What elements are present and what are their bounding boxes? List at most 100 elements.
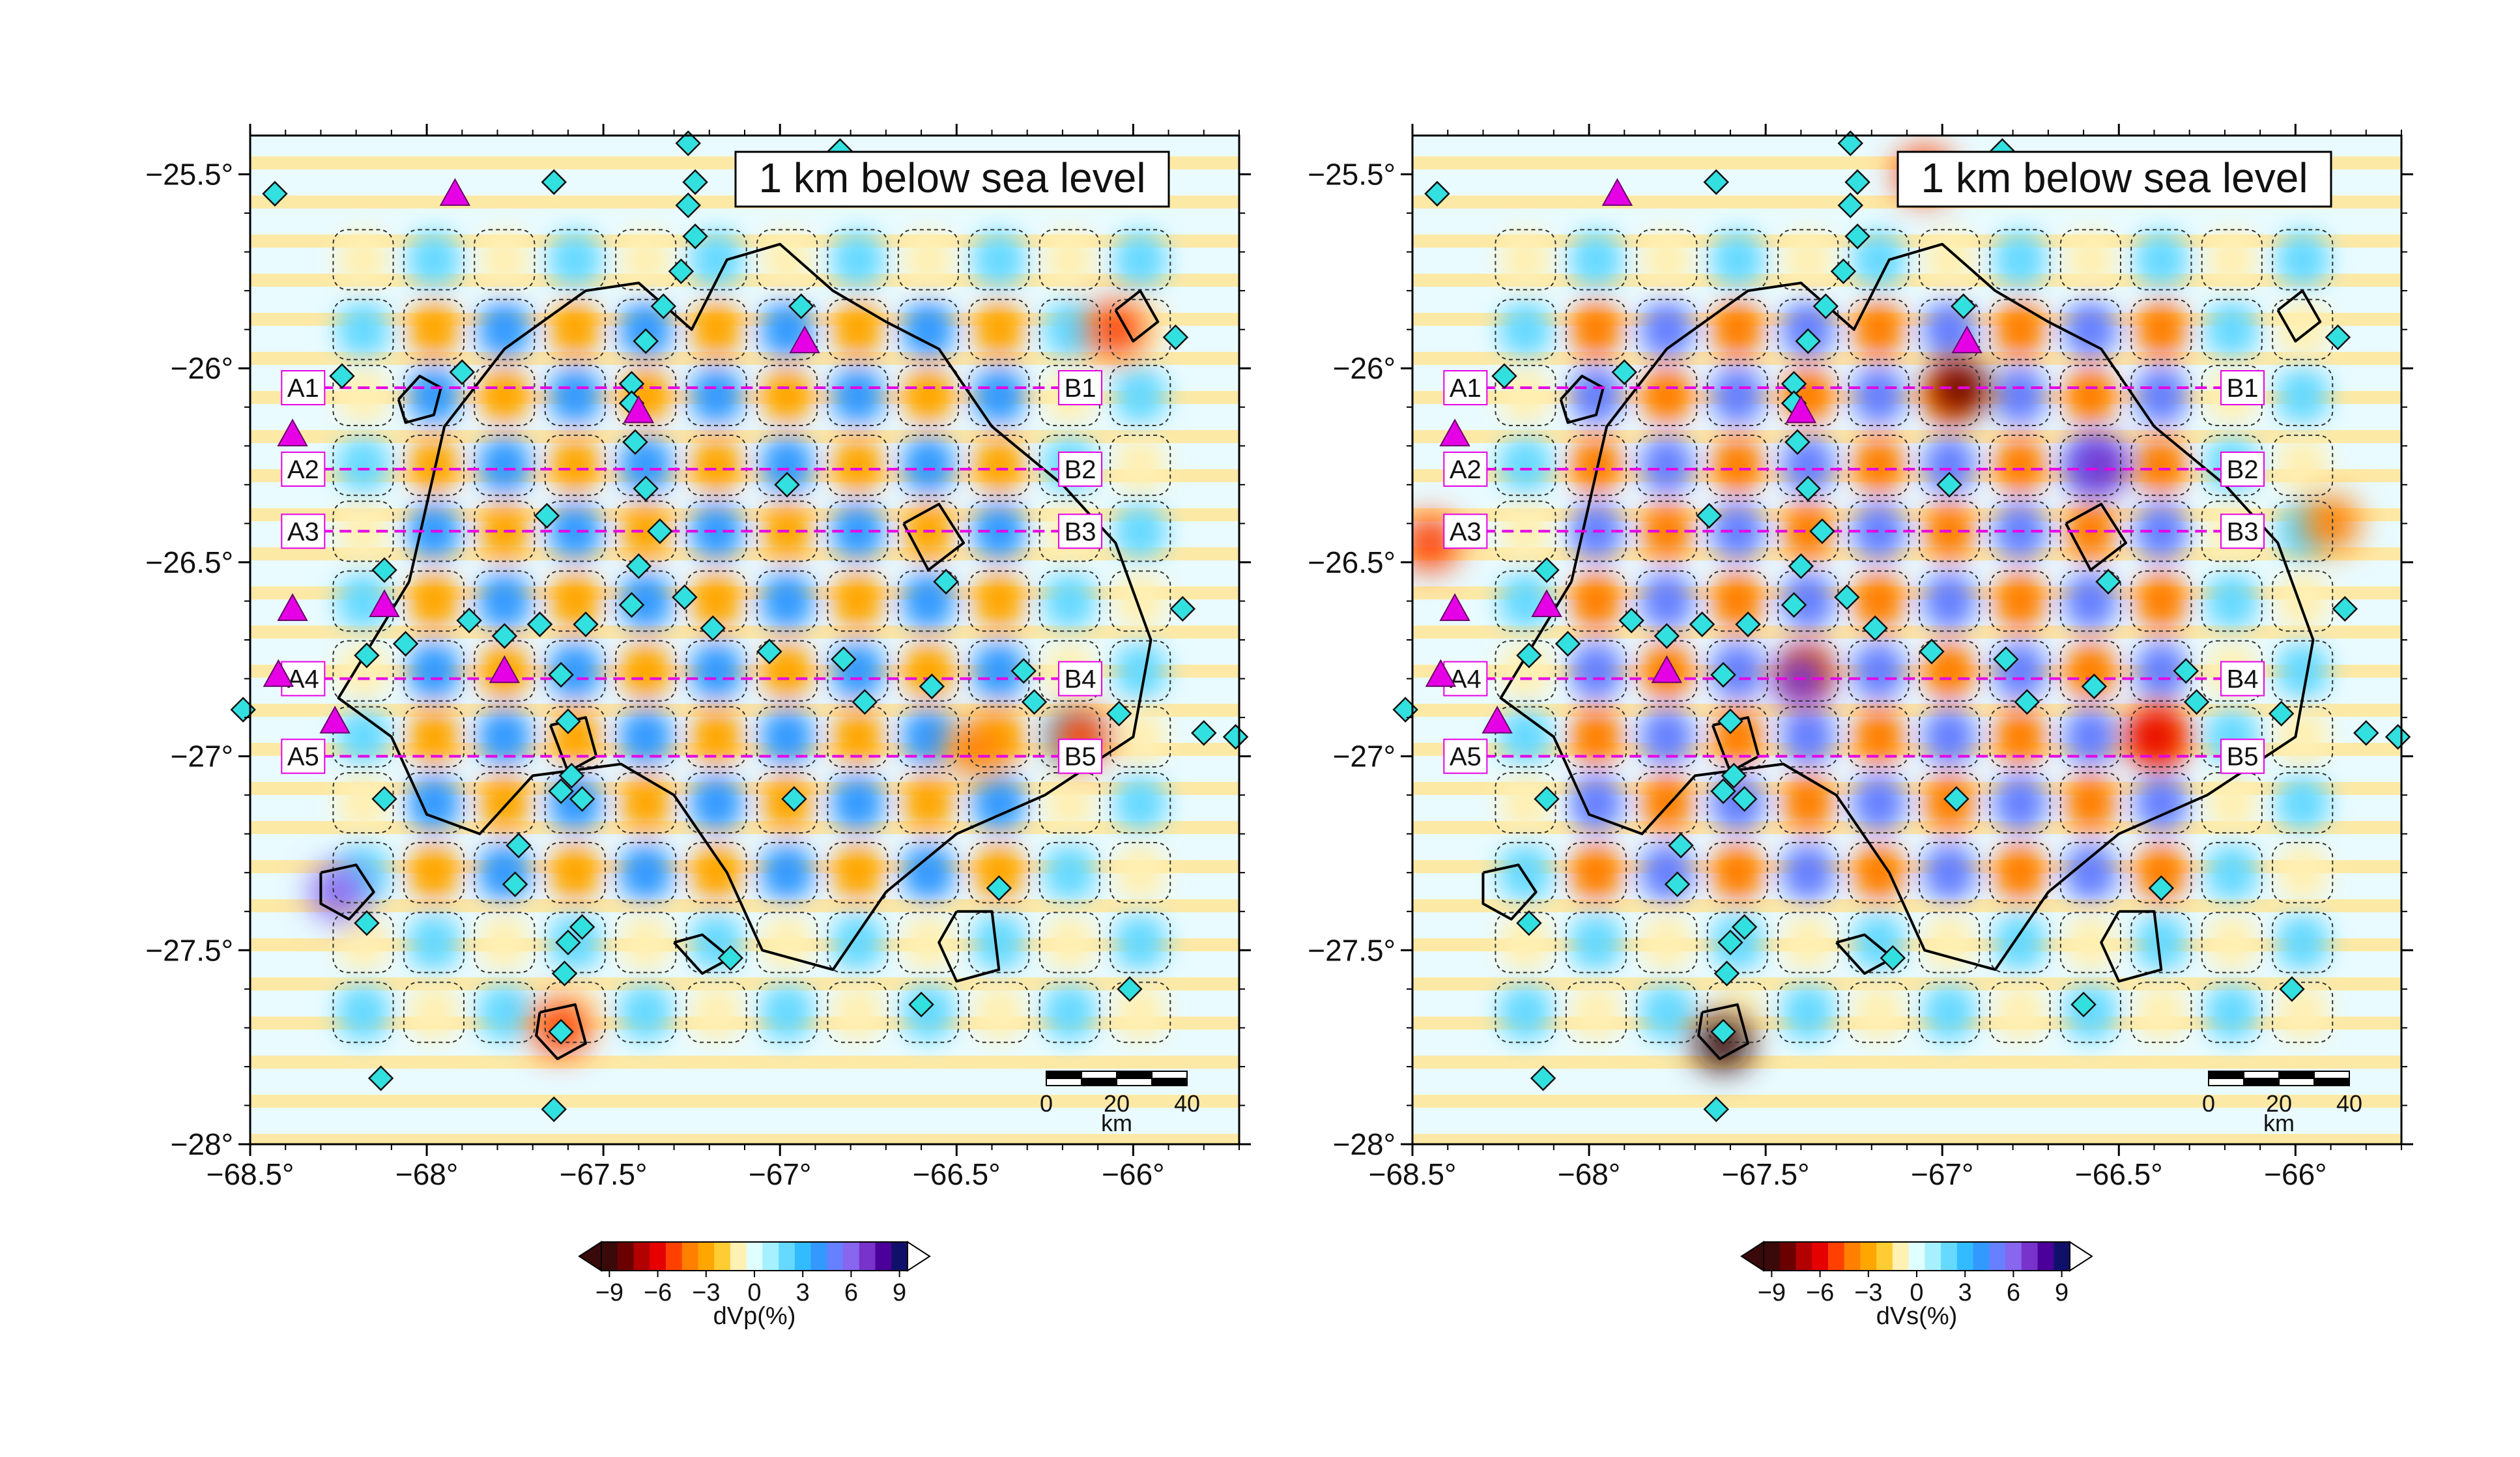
anomaly-cell <box>972 773 1026 832</box>
grid-cell-outline <box>756 912 818 974</box>
anomaly-cell <box>902 983 955 1042</box>
station-diamond-icon <box>2325 324 2351 351</box>
profile-label: A5 <box>287 743 319 772</box>
anomaly-cell <box>2064 843 2117 902</box>
grid-cell-outline <box>2130 364 2192 426</box>
station-diamond-icon <box>1936 472 1962 498</box>
anomaly-cell <box>478 230 532 289</box>
colorbar-swatch <box>1908 1242 1925 1271</box>
grid-cell-outline <box>332 912 394 974</box>
grid-cell-outline <box>2201 640 2263 702</box>
grid-cell-outline <box>1706 500 1768 562</box>
longitude-tick-label: −66.5° <box>913 1157 1001 1191</box>
grid-cell-outline <box>1495 500 1556 562</box>
anomaly-cell <box>407 300 461 359</box>
anomaly-cell <box>831 366 885 425</box>
grid-cell-outline <box>2201 981 2263 1043</box>
station-diamond-icon <box>1703 169 1730 195</box>
station-diamond-icon <box>1703 1096 1730 1123</box>
colorbar-title: dVp(%) <box>713 1303 796 1330</box>
grid-cell-outline <box>2201 570 2263 632</box>
station-diamond-icon <box>2268 700 2295 727</box>
grid-cell-outline <box>2201 842 2263 904</box>
grid-cell-outline <box>1989 981 2051 1043</box>
anomaly-cell <box>407 436 461 495</box>
anomaly-cell <box>1781 843 1835 902</box>
grid-cell-outline <box>1989 570 2051 632</box>
grid-cell-outline <box>1495 981 1556 1043</box>
grid-cell-outline <box>1706 570 1768 632</box>
station-diamond-icon <box>1713 960 1740 987</box>
longitude-tick-label: −67° <box>1911 1157 1973 1191</box>
grid-cell-outline <box>897 364 959 426</box>
grid-cell-outline <box>827 772 889 834</box>
profile-label-box <box>281 452 326 487</box>
grid-cell-outline <box>403 434 465 497</box>
grid-cell-outline <box>1038 298 1100 360</box>
anomaly-cell <box>1498 230 1553 289</box>
colorbar-swatch <box>843 1242 860 1271</box>
grid-cell-outline <box>332 364 394 426</box>
grid-cell-outline <box>1038 229 1100 291</box>
station-diamond-icon <box>1812 293 1839 319</box>
grid-cell-outline <box>1565 842 1627 904</box>
grid-cell-outline <box>1989 229 2051 291</box>
volcano-triangle-icon <box>369 589 400 618</box>
grid-cell-outline <box>756 298 818 360</box>
latitude-tick-label: −26° <box>171 351 233 385</box>
grid-cell-outline <box>2201 298 2263 360</box>
grid-cell-outline <box>1110 434 1171 497</box>
station-diamond-icon <box>2081 673 2108 700</box>
anomaly-cell <box>1043 843 1096 902</box>
volcano-triangle-icon <box>319 705 351 734</box>
grid-cell-outline <box>2201 434 2263 497</box>
station-diamond-icon <box>1534 557 1560 583</box>
profile-label: A5 <box>1450 743 1482 772</box>
colorbar-swatch <box>617 1242 634 1271</box>
grid-cell-outline <box>1636 298 1698 360</box>
anomaly-cell <box>478 436 532 495</box>
grid-cell-outline <box>332 706 394 768</box>
grid-cell-outline <box>685 500 747 562</box>
grid-cell-outline <box>897 842 959 904</box>
anomaly-cell <box>1852 641 1906 700</box>
station-diamond-icon <box>2070 991 2097 1018</box>
grid-cell-outline <box>756 842 818 904</box>
station-diamond-icon <box>2173 657 2199 684</box>
grid-cell-outline <box>2272 434 2334 497</box>
anomaly-cell <box>760 843 814 902</box>
grid-cell-outline <box>2059 298 2121 360</box>
grid-cell-outline <box>2272 500 2334 562</box>
anomaly-cell <box>1640 983 1694 1042</box>
anomaly-blob <box>310 865 367 919</box>
station-diamond-icon <box>2014 689 2040 715</box>
grid-cell-outline <box>1777 298 1839 360</box>
profile-label-box <box>1058 452 1103 487</box>
anomaly-cell <box>1993 773 2047 832</box>
longitude-tick-label: −66° <box>2264 1157 2327 1191</box>
anomaly-cell <box>760 230 814 289</box>
anomaly-cell <box>1569 230 1623 289</box>
station-diamond-icon <box>1795 328 1821 354</box>
grid-cell-outline <box>2272 364 2334 426</box>
volcano-triangle-icon <box>789 325 820 354</box>
station-diamond-icon <box>456 607 482 633</box>
anomaly-cell <box>972 300 1026 359</box>
anomaly-cell <box>549 230 602 289</box>
station-diamond-icon <box>668 258 694 285</box>
anomaly-cell <box>1781 502 1835 560</box>
grid-cell-outline <box>1495 640 1556 702</box>
anomaly-cell <box>1640 300 1694 359</box>
colorbar-swatch <box>2021 1242 2039 1271</box>
anomaly-cell <box>2276 230 2329 289</box>
station-diamond-icon <box>1689 611 1715 637</box>
grid-cell-outline <box>615 298 677 360</box>
station-diamond-icon <box>449 359 476 385</box>
colorbar-swatch <box>762 1242 779 1271</box>
anomaly-cell <box>1640 773 1694 832</box>
grid-cell-outline <box>403 229 465 291</box>
grid-cell-outline <box>1706 981 1768 1043</box>
station-diamond-icon <box>700 615 726 641</box>
grid-cell-outline <box>2272 570 2334 632</box>
grid-cell-outline <box>685 364 747 426</box>
